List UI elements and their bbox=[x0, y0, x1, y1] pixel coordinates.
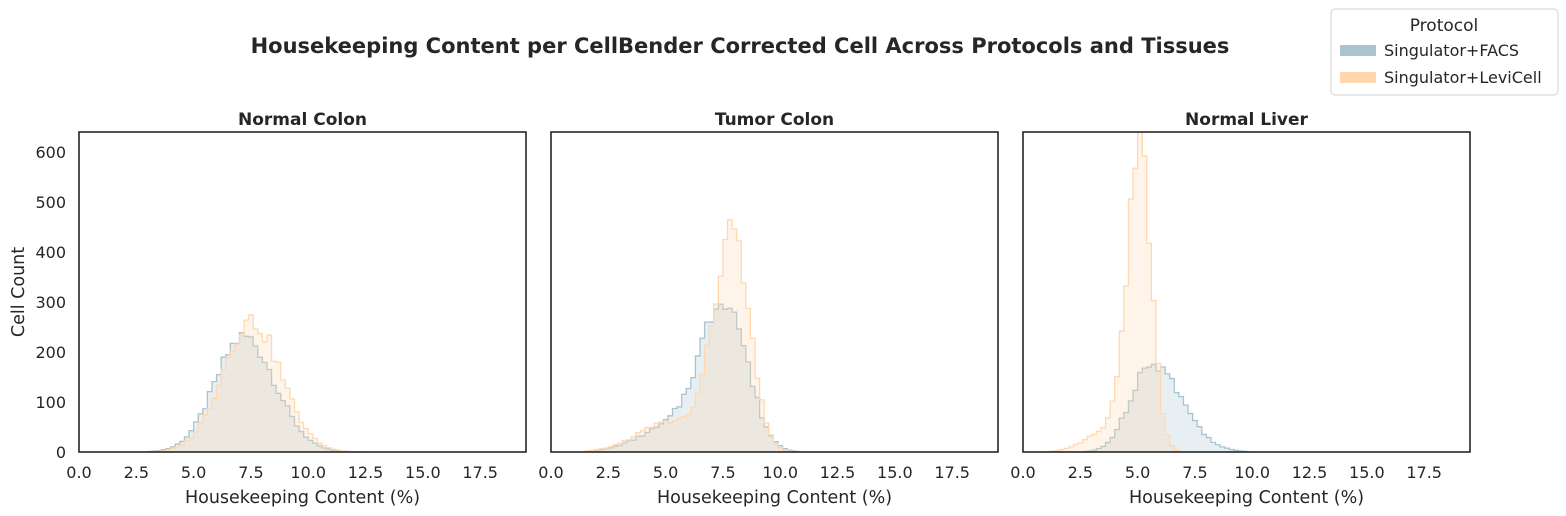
legend-frame bbox=[1330, 8, 1559, 96]
histogram-levicell bbox=[147, 314, 368, 452]
panel-2: Normal Liver 0.0 2.5 5.0 7.5 10.0 12.5 15.0 17.5… bbox=[1010, 110, 1471, 508]
chart-title: Housekeeping Content per CellBender Corr… bbox=[251, 34, 1230, 58]
axes-frame bbox=[78, 131, 527, 453]
x-axis-label: Housekeeping Content (%) bbox=[185, 488, 420, 508]
x-tick-label: 2.5 bbox=[596, 463, 621, 482]
x-tick-label: 12.5 bbox=[820, 463, 856, 482]
x-tick-label: 0.0 bbox=[538, 463, 563, 482]
y-tick-label: 300 bbox=[35, 293, 66, 312]
axes-frame bbox=[550, 131, 999, 453]
x-tick-label: 7.5 bbox=[238, 463, 263, 482]
x-tick-label: 5.0 bbox=[181, 463, 206, 482]
x-tick-label: 17.5 bbox=[462, 463, 498, 482]
x-axis-label: Housekeeping Content (%) bbox=[1129, 488, 1364, 508]
legend-title: Protocol bbox=[1410, 16, 1479, 36]
histogram-levicell bbox=[584, 219, 884, 452]
histogram-layers bbox=[584, 219, 884, 452]
x-tick-label: 10.0 bbox=[1234, 463, 1270, 482]
x-tick-label: 0.0 bbox=[66, 463, 91, 482]
y-tick-label: 400 bbox=[35, 243, 66, 262]
x-tick-label: 15.0 bbox=[1349, 463, 1385, 482]
x-tick-label: 0.0 bbox=[1010, 463, 1035, 482]
histogram-levicell bbox=[1041, 132, 1225, 452]
y-axis-label: Cell Count bbox=[9, 247, 29, 337]
x-tick-label: 12.5 bbox=[348, 463, 384, 482]
x-tick-label: 10.0 bbox=[290, 463, 326, 482]
x-axis-label: Housekeeping Content (%) bbox=[657, 488, 892, 508]
y-tick-label: 0 bbox=[56, 443, 66, 462]
panel-1: Tumor Colon 0.0 2.5 5.0 7.5 10.0 12.5 15.0 17.5 H… bbox=[538, 110, 999, 508]
x-tick-label: 15.0 bbox=[877, 463, 913, 482]
panel-title: Normal Colon bbox=[238, 110, 367, 130]
legend-swatch-levicell bbox=[1340, 72, 1376, 83]
legend-label-levicell: Singulator+LeviCell bbox=[1384, 68, 1542, 87]
y-tick-label: 200 bbox=[35, 343, 66, 362]
x-tick-label: 15.0 bbox=[405, 463, 441, 482]
x-tick-label: 2.5 bbox=[124, 463, 149, 482]
x-tick-label: 7.5 bbox=[710, 463, 735, 482]
x-tick-label: 17.5 bbox=[934, 463, 970, 482]
panels: Normal Colon 0.0 2.5 5.0 7.5 10.0 12.5 15.0 17.5… bbox=[35, 110, 1471, 508]
x-tick-label: 12.5 bbox=[1292, 463, 1328, 482]
y-tick-label: 100 bbox=[35, 393, 66, 412]
legend-swatch-facs bbox=[1340, 45, 1376, 56]
x-tick-label: 5.0 bbox=[653, 463, 678, 482]
histogram-layers bbox=[147, 314, 368, 452]
x-tick-label: 17.5 bbox=[1406, 463, 1442, 482]
histogram-layers bbox=[1041, 132, 1253, 452]
axes-frame bbox=[1022, 131, 1471, 453]
legend-label-facs: Singulator+FACS bbox=[1384, 41, 1519, 60]
legend: Protocol Singulator+FACS Singulator+Levi… bbox=[1330, 8, 1559, 96]
x-tick-label: 7.5 bbox=[1182, 463, 1207, 482]
panel-title: Tumor Colon bbox=[715, 110, 834, 130]
x-tick-label: 10.0 bbox=[762, 463, 798, 482]
x-tick-label: 5.0 bbox=[1125, 463, 1150, 482]
panel-0: Normal Colon 0.0 2.5 5.0 7.5 10.0 12.5 15.0 17.5… bbox=[35, 110, 527, 508]
x-tick-label: 2.5 bbox=[1068, 463, 1093, 482]
panel-title: Normal Liver bbox=[1185, 110, 1308, 130]
y-tick-label: 600 bbox=[35, 143, 66, 162]
y-tick-label: 500 bbox=[35, 193, 66, 212]
